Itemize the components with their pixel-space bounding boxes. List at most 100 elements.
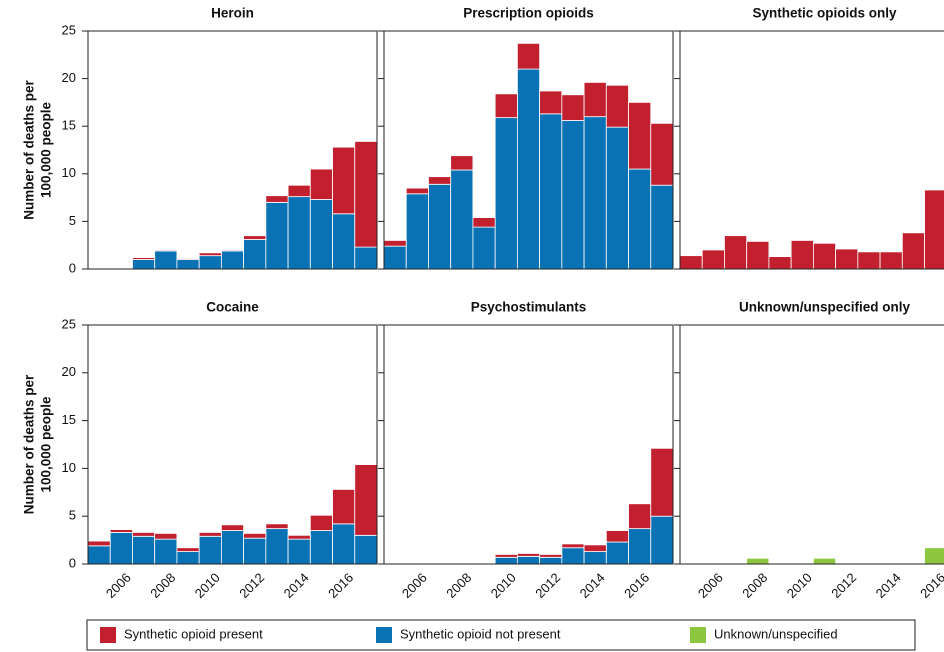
bar [154, 249, 178, 252]
bar [539, 90, 563, 115]
bar [583, 82, 607, 118]
bar [132, 532, 156, 537]
bar [835, 248, 859, 270]
y-tick-label: 5 [69, 508, 76, 523]
bar [539, 554, 563, 558]
panel-frame [87, 324, 378, 565]
bar [583, 116, 607, 270]
x-tick-label: 2010 [784, 570, 815, 601]
bar [472, 217, 496, 228]
x-tick-label: 2010 [192, 570, 223, 601]
bar [605, 84, 629, 128]
bar [132, 535, 156, 565]
bar [132, 259, 156, 270]
bar [332, 146, 356, 215]
bar [265, 528, 289, 565]
bar [309, 168, 333, 200]
bar [132, 257, 156, 260]
y-axis-label: Number of deaths per 100,000 people [22, 374, 54, 514]
bar [176, 258, 200, 260]
bar [265, 195, 289, 203]
x-tick-label: 2012 [236, 570, 267, 601]
bar [354, 464, 378, 536]
bar [494, 117, 518, 270]
bar [924, 189, 944, 270]
bar [901, 232, 925, 270]
bar [405, 193, 429, 270]
bar [724, 235, 748, 270]
y-axis-label-line: 100,000 people [39, 101, 54, 198]
bar [109, 529, 133, 533]
x-tick-label: 2014 [873, 570, 904, 601]
bar [87, 545, 111, 565]
bar [428, 176, 452, 185]
bar [176, 551, 200, 565]
bar [154, 250, 178, 270]
bar [879, 251, 903, 270]
bar [220, 524, 245, 531]
bar [176, 547, 200, 552]
panel-frame [679, 324, 944, 565]
bar [516, 42, 541, 70]
bar [243, 235, 267, 240]
bar [857, 251, 881, 270]
y-tick-label: 15 [62, 412, 76, 427]
bar [450, 155, 474, 171]
bar [154, 533, 178, 540]
bar [790, 240, 814, 270]
bar [332, 523, 356, 565]
x-tick-label: 2012 [828, 570, 859, 601]
bar [746, 240, 770, 270]
bar [516, 553, 541, 557]
bar [428, 183, 452, 270]
y-axis-label: Number of deaths per 100,000 people [22, 79, 54, 219]
bar [561, 94, 585, 121]
y-tick-label: 20 [62, 70, 76, 85]
bar [383, 240, 407, 247]
bar [109, 532, 133, 565]
panel-frame [383, 324, 674, 565]
x-tick-label: 2006 [695, 570, 726, 601]
bar [309, 530, 333, 565]
y-axis-label-line: 100,000 people [39, 396, 54, 493]
bar [539, 113, 563, 270]
x-tick-label: 2014 [281, 570, 312, 601]
legend-swatch [376, 627, 392, 643]
x-tick-label: 2008 [739, 570, 770, 601]
panel-title: Prescription opioids [463, 6, 594, 21]
bar [561, 120, 585, 270]
bar [539, 556, 563, 565]
bar [265, 523, 289, 530]
bar [309, 199, 333, 270]
x-tick-label: 2008 [147, 570, 178, 601]
bar [628, 102, 652, 170]
bar [605, 126, 629, 270]
bar [561, 547, 585, 565]
x-tick-label: 2016 [325, 570, 356, 601]
x-tick-label: 2014 [577, 570, 608, 601]
panel-title: Synthetic opioids only [752, 6, 897, 21]
bar [220, 250, 245, 270]
bar [383, 245, 407, 270]
bar [650, 447, 674, 517]
bar [354, 534, 378, 565]
x-tick-label: 2010 [488, 570, 519, 601]
bar [265, 201, 289, 270]
x-tick-label: 2008 [443, 570, 474, 601]
x-tick-label: 2006 [399, 570, 430, 601]
legend-label: Synthetic opioid present [124, 626, 263, 641]
bar [354, 141, 378, 248]
bar [924, 547, 944, 565]
bar [87, 540, 111, 547]
legend-label: Unknown/unspecified [714, 626, 838, 641]
x-tick-label: 2016 [621, 570, 652, 601]
panel-frame [87, 30, 378, 270]
bar [154, 538, 178, 565]
y-tick-label: 25 [62, 316, 76, 331]
legend-label: Synthetic opioid not present [400, 626, 561, 641]
bar [198, 252, 222, 257]
x-tick-label: 2006 [103, 570, 134, 601]
y-axis-label-line: Number of deaths per [22, 374, 37, 514]
bar [450, 169, 474, 270]
bar [516, 555, 541, 565]
